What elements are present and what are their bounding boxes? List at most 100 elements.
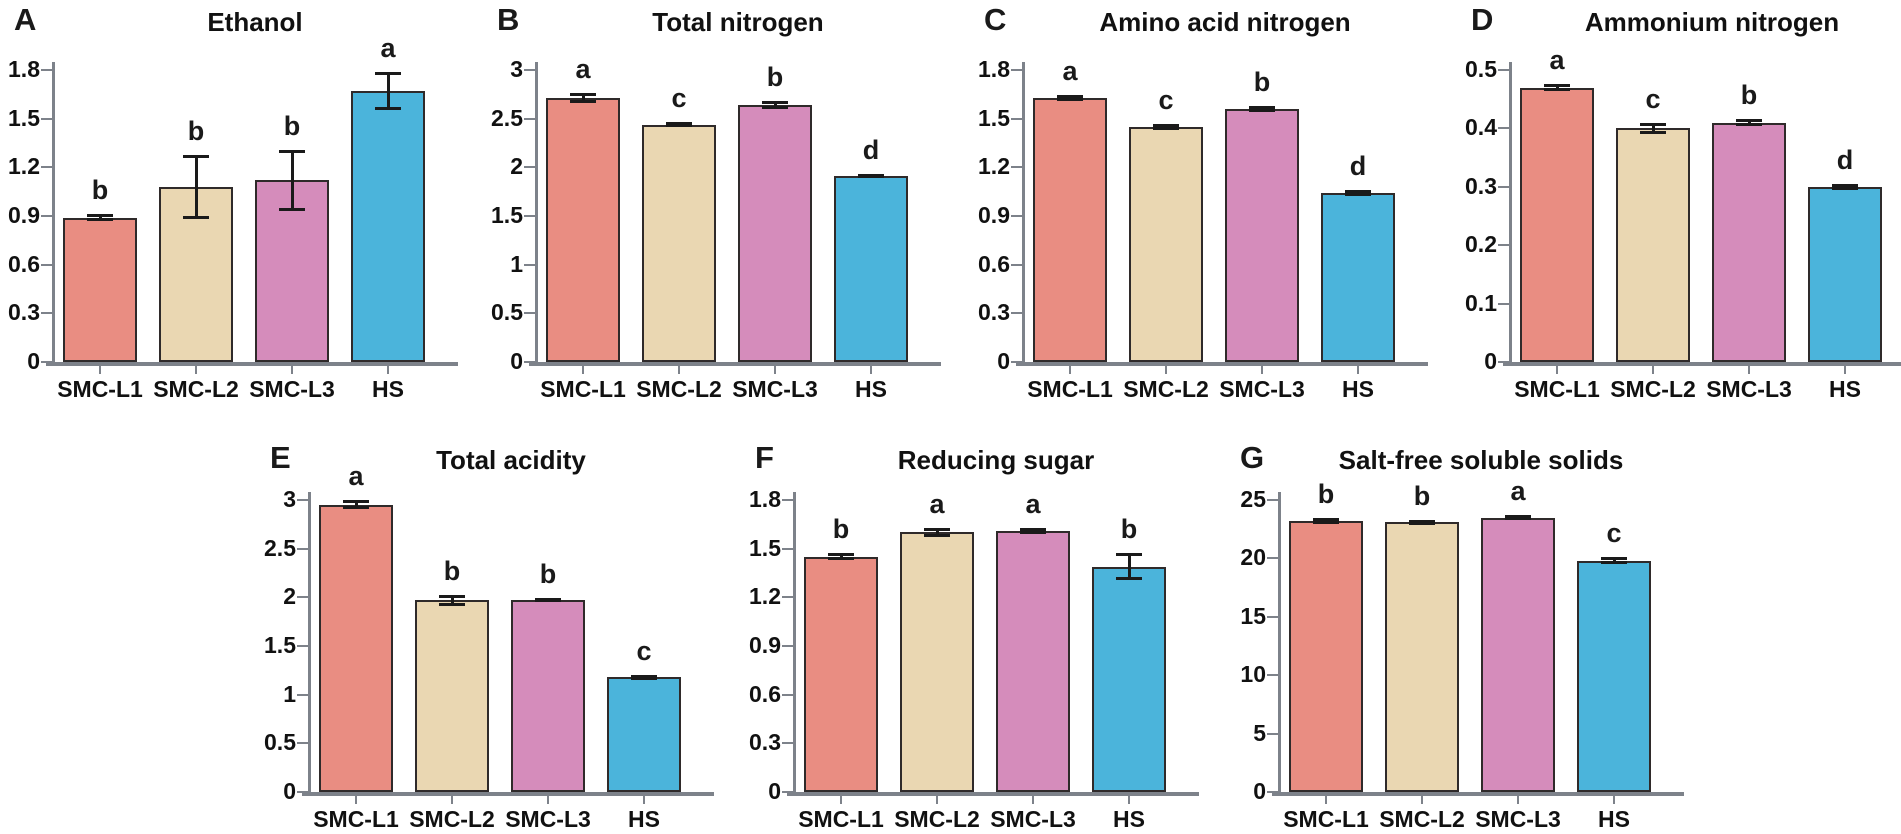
significance-letter: b [539, 559, 557, 590]
y-axis-tick-label: 0 [27, 348, 40, 374]
x-axis-tick [1261, 366, 1263, 374]
error-bar-cap-bottom [279, 207, 305, 211]
error-bar-whisker [773, 101, 777, 109]
y-axis-tick-label: 0.9 [978, 202, 1010, 228]
error-bar-cap-top [87, 214, 113, 218]
chart-panel-a: A Ethanol 0 0.3 0.6 0.9 1.2 1.5 1.8 b SMC-L1 b SMC-L… [0, 0, 475, 404]
x-axis-category-label: SMC-L3 [1706, 376, 1792, 402]
y-axis-tick [1011, 215, 1022, 217]
y-axis-tick [1011, 69, 1022, 71]
error-bar-cap-top [1057, 94, 1083, 98]
y-axis-tick-label: 0 [1253, 778, 1266, 804]
significance-letter: a [1062, 55, 1078, 86]
bar-smc-l3 [1481, 517, 1555, 792]
significance-letter: a [348, 461, 364, 492]
error-bar-cap-top [1736, 119, 1762, 123]
bar-smc-l3 [996, 530, 1070, 792]
panel-title: Total nitrogen [652, 7, 824, 37]
y-axis-tick [297, 645, 308, 647]
error-bar-whisker [354, 501, 358, 509]
error-bar-whisker [1747, 120, 1751, 125]
error-bar-cap-bottom [1020, 530, 1046, 534]
x-axis-category-label: SMC-L3 [505, 806, 591, 832]
y-axis-line [1278, 492, 1281, 796]
y-axis-tick [782, 596, 793, 599]
y-axis-tick-label: 1.5 [264, 632, 296, 658]
y-axis-line [308, 492, 311, 796]
y-axis-tick-label: 0.5 [491, 299, 523, 326]
error-bar-cap-top [1505, 514, 1531, 518]
error-bar-cap-bottom [1313, 520, 1339, 524]
error-bar-cap-bottom [631, 676, 657, 680]
x-axis-line [1016, 362, 1428, 366]
y-axis-tick [1267, 732, 1278, 735]
bar-hs [351, 91, 425, 362]
chart-panel-b: B Total nitrogen 0 0.5 1 1.5 2 2.5 3 a SMC-L1 c SMC-… [483, 0, 958, 404]
x-axis-category-label: SMC-L3 [249, 376, 335, 402]
x-axis-category-label: HS [372, 376, 404, 402]
x-axis-tick [291, 366, 293, 374]
panel-title: Total acidity [436, 445, 586, 475]
y-axis-tick [524, 215, 535, 217]
panel-title: Reducing sugar [897, 445, 1095, 475]
y-axis-tick-label: 0.3 [1465, 172, 1497, 199]
x-axis-category-label: SMC-L1 [798, 806, 884, 832]
x-axis-category-label: SMC-L3 [990, 806, 1076, 832]
error-bar-whisker [935, 529, 939, 536]
error-bar-cap-top [1345, 190, 1371, 194]
y-axis-tick [1498, 185, 1509, 188]
x-axis-line [302, 792, 714, 796]
y-axis-tick [524, 69, 535, 71]
bar-hs [834, 176, 908, 362]
y-axis-line [793, 492, 796, 796]
error-bar-whisker [839, 554, 843, 560]
y-axis-tick-label: 15 [1240, 602, 1266, 629]
chart-panel-d: D Ammonium nitrogen 0 0.1 0.2 0.3 0.4 0.5 a SMC-L… [1457, 0, 1901, 404]
panel-title: Ethanol [207, 7, 303, 37]
bar-smc-l1 [1520, 87, 1594, 362]
y-axis-tick [297, 596, 308, 599]
panel-letter: C [984, 2, 1007, 37]
x-axis-tick [451, 796, 453, 804]
x-axis-category-label: SMC-L1 [1027, 376, 1113, 402]
bar-hs [1808, 186, 1882, 362]
y-axis-tick [524, 263, 535, 266]
x-axis-category-label: SMC-L3 [1219, 376, 1305, 402]
x-axis-tick [1325, 796, 1327, 804]
error-bar-cap-top [570, 93, 596, 97]
y-axis-tick [524, 117, 535, 120]
significance-letter: b [187, 115, 205, 146]
bar-smc-l3 [511, 600, 585, 792]
error-bar-cap-bottom [1640, 131, 1666, 135]
error-bar-whisker [1127, 553, 1131, 580]
x-axis-tick [870, 366, 872, 374]
bar-smc-l1 [1289, 521, 1363, 792]
y-axis-tick-label: 0 [997, 348, 1010, 374]
bar-hs [607, 677, 681, 792]
y-axis-tick-label: 1.5 [8, 104, 40, 131]
y-axis-tick [297, 742, 308, 745]
significance-letter: b [1253, 66, 1271, 97]
error-bar-whisker [450, 595, 454, 605]
error-bar-cap-top [1249, 105, 1275, 109]
error-bar-cap-bottom [439, 602, 465, 606]
significance-letter: b [832, 514, 850, 545]
y-axis-tick-label: 1.5 [749, 534, 781, 561]
significance-letter: c [1645, 83, 1661, 114]
y-axis-tick [1498, 127, 1509, 130]
y-axis-line [1509, 62, 1512, 366]
bar-smc-l1 [804, 556, 878, 792]
x-axis-tick [355, 796, 357, 804]
x-axis-category-label: SMC-L2 [1610, 376, 1696, 402]
x-axis-tick [1069, 366, 1071, 374]
y-axis-tick-label: 1.8 [8, 56, 40, 82]
x-axis-category-label: HS [1113, 806, 1145, 832]
x-axis-tick [195, 366, 197, 374]
y-axis-tick [1011, 263, 1022, 266]
x-axis-tick [678, 366, 680, 374]
x-axis-tick [774, 366, 776, 374]
error-bar-cap-top [375, 72, 401, 76]
error-bar-whisker [1612, 558, 1616, 564]
significance-letter: c [636, 635, 652, 666]
